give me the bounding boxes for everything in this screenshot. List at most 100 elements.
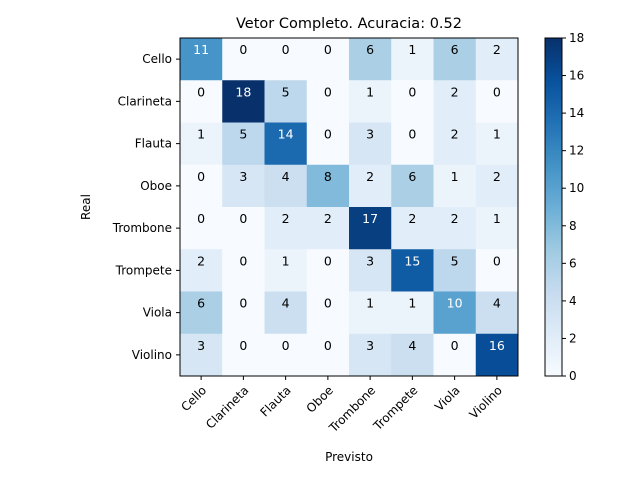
- cell-value-label: 4: [493, 296, 501, 311]
- heatmap-cell: [475, 80, 519, 123]
- colorbar-tick-label: 2: [569, 331, 577, 345]
- heatmap-cell: [349, 164, 392, 208]
- cell-value-label: 0: [408, 84, 416, 99]
- heatmap-cell: [306, 333, 350, 377]
- colorbar-tick-label: 12: [569, 144, 584, 158]
- heatmap-cell: [180, 80, 223, 123]
- plot-frame: [179, 37, 519, 377]
- y-axis-ticks: Cello Clarineta Flauta Oboe Trombone Trompete…: [112, 52, 180, 362]
- heatmap-cell: [264, 80, 308, 123]
- cell-value-label: 1: [366, 296, 374, 311]
- heatmap-cell: [349, 80, 392, 123]
- cell-value-label: 2: [366, 169, 374, 184]
- y-tick-label: Clarineta: [118, 94, 172, 108]
- cell-value-label: 18: [235, 84, 251, 99]
- cell-value-label: 0: [324, 253, 332, 268]
- cell-value-label: 0: [239, 253, 247, 268]
- heatmap-cell: [349, 207, 392, 250]
- cell-value-label: 0: [324, 42, 332, 57]
- cell-value-label: 15: [404, 253, 420, 268]
- y-tick-label: Trombone: [112, 221, 172, 235]
- cell-value-label: 17: [362, 211, 378, 226]
- cell-value-label: 3: [366, 253, 374, 268]
- heatmap-cell: [433, 122, 477, 166]
- heatmap-cell: [180, 207, 223, 250]
- cell-value-label: 0: [282, 42, 290, 57]
- heatmap-cell: [264, 122, 308, 166]
- heatmap-cell: [433, 164, 477, 208]
- cell-value-label: 3: [239, 169, 247, 184]
- cell-value-label: 10: [447, 296, 463, 311]
- cell-value-label: 0: [239, 211, 247, 226]
- cell-value-label: 3: [366, 127, 374, 142]
- heatmap-cell: [475, 122, 519, 166]
- y-tick-label: Oboe: [140, 179, 172, 193]
- heatmap-cell: [306, 38, 350, 81]
- y-tick-label: Flauta: [135, 137, 172, 151]
- cell-value-label: 0: [197, 169, 205, 184]
- heatmap-cell: [222, 164, 265, 208]
- heatmap-cell: [222, 80, 265, 123]
- heatmap-cell: [264, 249, 308, 292]
- heatmap-cell: [391, 291, 434, 335]
- heatmap-cell: [391, 122, 434, 166]
- heatmap-cell: [475, 333, 519, 377]
- heatmap-cell: [180, 122, 223, 166]
- heatmap-cell: [264, 291, 308, 335]
- cell-value-label: 0: [493, 84, 501, 99]
- cell-value-label: 6: [366, 42, 374, 57]
- heatmap-cell: [264, 333, 308, 377]
- colorbar: [544, 37, 563, 377]
- cell-value-label: 0: [451, 338, 459, 353]
- heatmap-cell: [391, 164, 434, 208]
- cell-value-label: 0: [493, 253, 501, 268]
- heatmap-cell: [349, 38, 392, 81]
- heatmap-cell: [433, 207, 477, 250]
- cell-value-label: 1: [493, 127, 501, 142]
- heatmap-cell: [349, 333, 392, 377]
- cell-value-label: 6: [408, 169, 416, 184]
- cell-value-label: 1: [408, 42, 416, 57]
- cell-value-label: 0: [197, 211, 205, 226]
- cell-value-label: 2: [451, 127, 459, 142]
- cell-value-label: 2: [408, 211, 416, 226]
- cell-value-label: 0: [324, 296, 332, 311]
- cell-value-label: 5: [451, 253, 459, 268]
- heatmap-cells: 11 0 0 0 6 1 6 20 18 5 0 1 0 2 01 5 14 0 3 0 2 10 3 4 8 2 6 1 20 0 2 2 1…: [180, 38, 519, 377]
- cell-value-label: 2: [324, 211, 332, 226]
- heatmap-cell: [222, 207, 265, 250]
- heatmap-cell: [180, 164, 223, 208]
- heatmap-cell: [391, 80, 434, 123]
- cell-value-label: 6: [451, 42, 459, 57]
- x-tick-label: Oboe: [304, 383, 336, 415]
- cell-value-label: 2: [451, 211, 459, 226]
- heatmap-cell: [180, 291, 223, 335]
- heatmap-cell: [306, 291, 350, 335]
- cell-value-label: 6: [197, 296, 205, 311]
- cell-value-label: 0: [408, 127, 416, 142]
- cell-value-label: 11: [193, 42, 209, 57]
- cell-value-label: 2: [493, 169, 501, 184]
- heatmap-cell: [391, 207, 434, 250]
- cell-value-label: 0: [239, 338, 247, 353]
- heatmap-cell: [222, 291, 265, 335]
- cell-value-label: 0: [324, 84, 332, 99]
- cell-value-label: 1: [408, 296, 416, 311]
- colorbar-tick-label: 18: [569, 31, 584, 45]
- heatmap-cell: [222, 122, 265, 166]
- heatmap-cell: [222, 249, 265, 292]
- heatmap-cell: [222, 38, 265, 81]
- cell-value-label: 4: [282, 296, 290, 311]
- colorbar-tick-label: 16: [569, 69, 584, 83]
- heatmap-cell: [433, 249, 477, 292]
- cell-value-label: 1: [493, 211, 501, 226]
- cell-value-label: 5: [239, 127, 247, 142]
- heatmap-cell: [264, 164, 308, 208]
- cell-value-label: 14: [278, 127, 294, 142]
- heatmap-cell: [180, 249, 223, 292]
- heatmap-cell: [433, 38, 477, 81]
- heatmap-cell: [349, 122, 392, 166]
- heatmap-cell: [433, 291, 477, 335]
- heatmap-cell: [222, 333, 265, 377]
- colorbar-tick-label: 6: [569, 256, 577, 270]
